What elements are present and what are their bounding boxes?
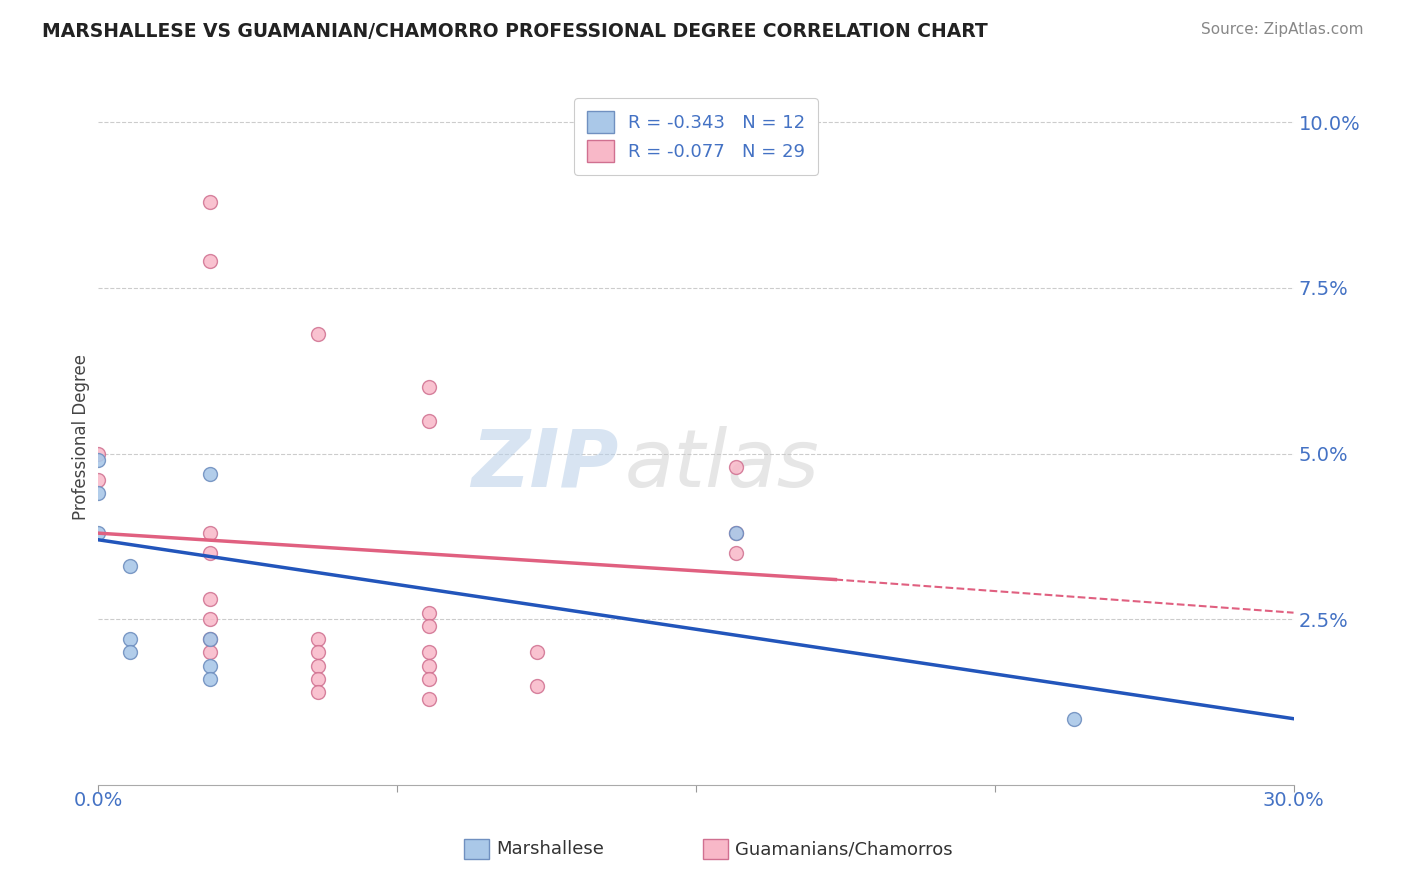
Text: Marshallese: Marshallese xyxy=(496,840,605,858)
Text: MARSHALLESE VS GUAMANIAN/CHAMORRO PROFESSIONAL DEGREE CORRELATION CHART: MARSHALLESE VS GUAMANIAN/CHAMORRO PROFES… xyxy=(42,22,988,41)
Y-axis label: Professional Degree: Professional Degree xyxy=(72,354,90,520)
Text: atlas: atlas xyxy=(624,425,820,504)
Text: 0.0%: 0.0% xyxy=(73,790,124,810)
Text: ZIP: ZIP xyxy=(471,425,619,504)
Text: Source: ZipAtlas.com: Source: ZipAtlas.com xyxy=(1201,22,1364,37)
Text: 30.0%: 30.0% xyxy=(1263,790,1324,810)
Text: Guamanians/Chamorros: Guamanians/Chamorros xyxy=(735,840,953,858)
Legend: R = -0.343   N = 12, R = -0.077   N = 29: R = -0.343 N = 12, R = -0.077 N = 29 xyxy=(574,98,818,175)
